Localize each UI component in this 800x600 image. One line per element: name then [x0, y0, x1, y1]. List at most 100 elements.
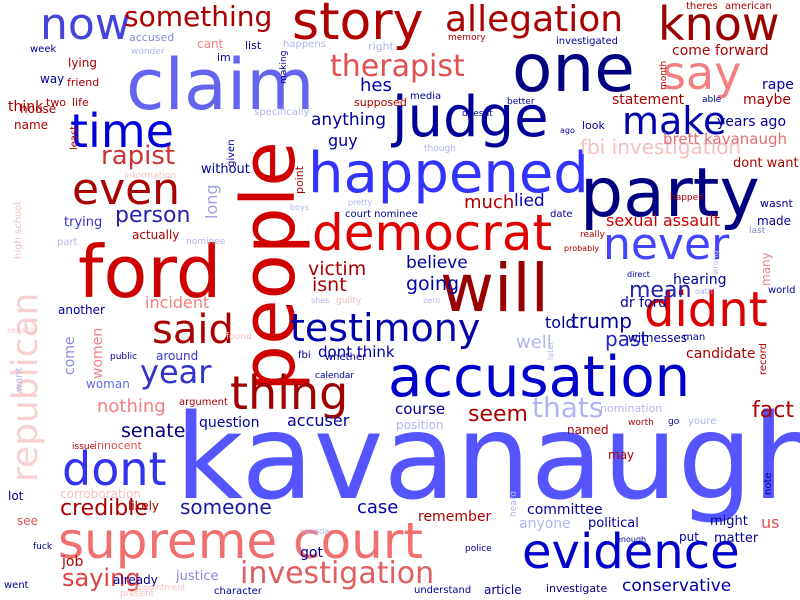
word-corroboration: corroboration: [60, 487, 141, 501]
word-past: past: [605, 327, 649, 351]
word-trump: trump: [571, 309, 632, 333]
word-accused: accused: [129, 31, 175, 44]
word-witnesses: witnesses: [628, 331, 687, 345]
word-mean: mean: [629, 278, 692, 303]
word-nothing: nothing: [97, 396, 166, 417]
word-long: long: [202, 184, 221, 219]
word-didnt: didnt: [644, 282, 768, 338]
word-doesnt: doesnt: [462, 109, 493, 119]
word-credible: credible: [60, 496, 148, 521]
word-oath: oath: [695, 287, 714, 296]
word-will: will: [440, 250, 549, 327]
word-years-ago: years ago: [717, 114, 787, 130]
word-job: job: [62, 554, 84, 570]
word-already: already: [113, 573, 158, 587]
word-put: put: [679, 530, 699, 544]
word-evidence: evidence: [522, 524, 740, 580]
word-may: may: [608, 448, 635, 462]
word-shes: shes: [311, 296, 330, 305]
word-told: told: [545, 313, 576, 332]
word-nomination: nomination: [600, 402, 663, 415]
word-something: something: [124, 0, 273, 33]
word-nominee: nominee: [186, 237, 226, 247]
word-went: went: [4, 580, 29, 591]
word-understand: understand: [414, 585, 472, 596]
word-appointment: appointment: [134, 583, 186, 592]
word-investigate: investigate: [546, 582, 608, 595]
word-present: present: [120, 589, 155, 599]
word-remember: remember: [418, 509, 492, 525]
word-kavanaugh: kavanaugh: [175, 388, 800, 526]
word-guilty: guilty: [336, 296, 362, 306]
word-theres: theres: [686, 1, 718, 12]
word-trying: trying: [64, 215, 103, 230]
word-someone: someone: [180, 495, 272, 519]
word-candidate: candidate: [686, 346, 756, 362]
word-believe: believe: [406, 253, 468, 273]
word-way: way: [40, 72, 65, 86]
word-making: making: [279, 50, 289, 84]
word-woman: woman: [86, 377, 130, 391]
word-lot: lot: [8, 489, 24, 503]
word-think: think: [8, 99, 44, 115]
word-pretty: pretty: [348, 198, 373, 207]
word-boys: boys: [290, 203, 309, 212]
word-later: later: [546, 341, 555, 360]
word-month: month: [659, 60, 669, 90]
word-wasnt: wasnt: [760, 197, 793, 210]
word-conservative: conservative: [622, 576, 732, 596]
word-dont: dont: [62, 442, 167, 496]
word-issue: issue: [72, 442, 96, 452]
word-given: given: [226, 139, 237, 167]
word-accusation: accusation: [388, 345, 691, 410]
word-year: year: [140, 353, 212, 391]
word-american: american: [725, 1, 772, 12]
word-right: right: [368, 40, 394, 53]
word-direct: direct: [627, 270, 650, 279]
word-look: look: [582, 119, 605, 132]
word-fbi-investigation: fbi investigation: [580, 135, 742, 159]
word-rape: rape: [762, 77, 794, 93]
word-brett-kavanaugh: brett kavanaugh: [663, 130, 788, 148]
word-political: political: [588, 516, 639, 531]
word-without: without: [201, 162, 250, 177]
word-canada: canada: [300, 527, 330, 536]
word-testimony: testimony: [290, 306, 481, 350]
word-name: name: [14, 118, 49, 132]
word-seem: seem: [468, 402, 528, 427]
word-enough: enough: [616, 535, 647, 544]
word-house: house: [20, 102, 57, 116]
word-two: two: [46, 96, 67, 109]
word-lying: lying: [68, 56, 97, 70]
word-position: position: [396, 418, 444, 432]
word-one: one: [512, 30, 635, 107]
word-said: said: [152, 307, 234, 353]
word-got: got: [300, 545, 323, 561]
word-world: world: [768, 285, 796, 296]
word-better: better: [507, 97, 535, 107]
word-im: im: [217, 51, 231, 64]
word-character: character: [214, 586, 262, 597]
word-list: list: [245, 39, 262, 52]
word-probably: probably: [564, 244, 600, 253]
word-victim: victim: [308, 258, 367, 280]
word-might: might: [710, 514, 748, 529]
word-story: story: [292, 0, 424, 52]
word-fact: fact: [752, 398, 794, 423]
word-make: make: [622, 99, 727, 143]
word-around: around: [156, 349, 199, 363]
word-dont-want: dont want: [733, 156, 799, 171]
word-guy: guy: [328, 131, 358, 150]
word-therapist: therapist: [330, 49, 465, 84]
word-friend: friend: [67, 76, 100, 89]
word-media: media: [410, 91, 442, 102]
word-maybe: maybe: [743, 92, 792, 108]
word-whether: whether: [325, 352, 367, 363]
word-hes: hes: [360, 75, 392, 96]
word-lied: lied: [514, 191, 545, 211]
word-police: police: [465, 544, 492, 554]
word-statement: statement: [612, 92, 685, 108]
word-even: even: [72, 164, 181, 215]
word-course: course: [395, 400, 446, 418]
word-go: go: [668, 417, 680, 427]
